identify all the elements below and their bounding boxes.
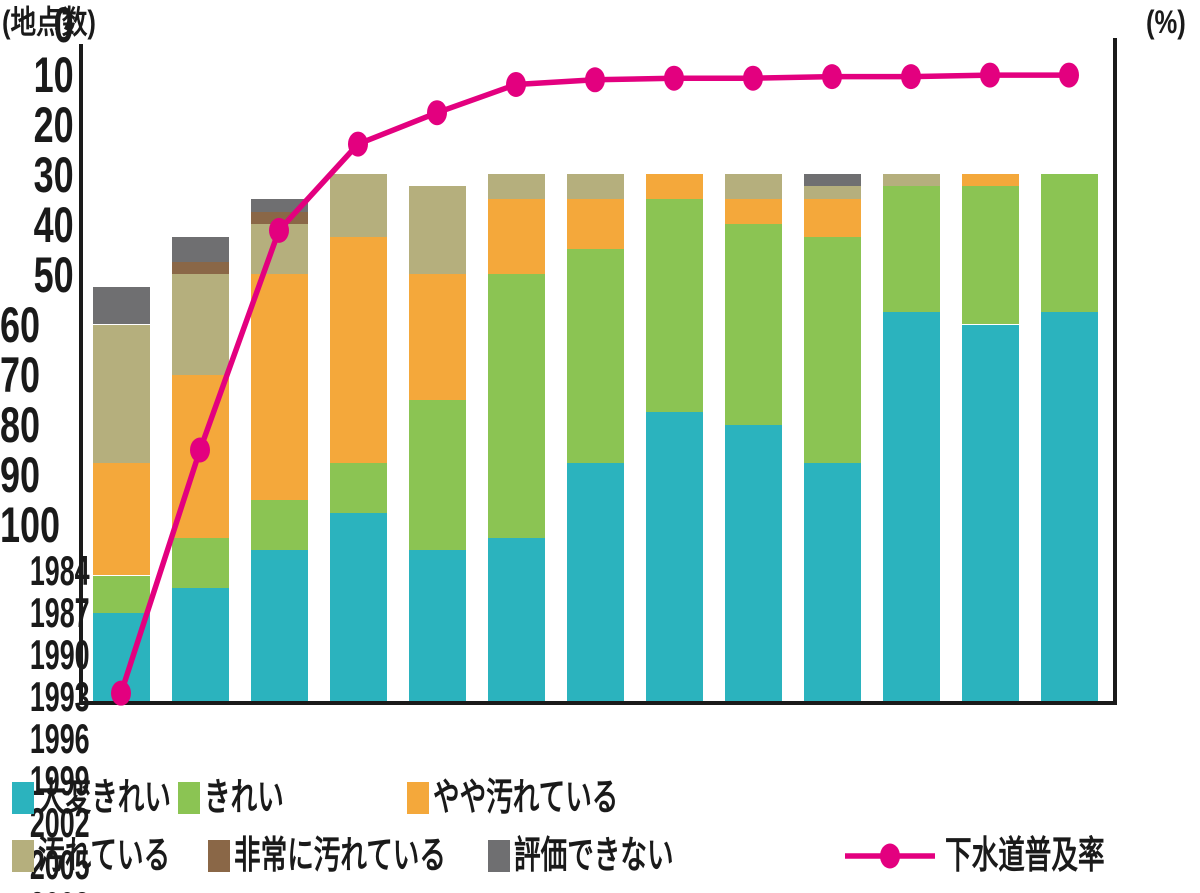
legend-label-sewer-rate: 下水道普及率 xyxy=(945,835,1105,877)
legend-line-sample xyxy=(845,843,935,869)
right-axis-line xyxy=(1113,38,1117,705)
legend-swatch-very-clean xyxy=(12,782,34,814)
left-axis-tick-label: 0 xyxy=(53,0,74,53)
x-axis-year-label: 1996 xyxy=(30,715,90,762)
legend-label-not-evaluable: 評価できない xyxy=(514,835,674,877)
legend-swatch-dirty xyxy=(12,840,34,872)
x-axis-year-label: 1987 xyxy=(30,589,90,636)
x-axis-year-label: 1990 xyxy=(30,631,90,678)
left-axis-line xyxy=(79,44,83,705)
x-axis-year-label: 2008 xyxy=(0,886,120,893)
right-axis-title: (%) xyxy=(1146,4,1186,40)
legend-label-slightly-dirty: やや汚れている xyxy=(433,777,619,819)
left-axis-tick-label: 20 xyxy=(33,97,74,153)
legend-label-clean: きれい xyxy=(204,777,284,819)
left-axis-title: (地点数) xyxy=(2,4,96,40)
legend-swatch-very-dirty xyxy=(208,840,230,872)
legend-label-dirty: 汚れている xyxy=(38,835,171,877)
x-axis-year-label: 1984 xyxy=(30,547,90,594)
right-axis-tick-label: 70 xyxy=(0,347,41,403)
x-axis-line xyxy=(79,701,1117,705)
left-axis-tick-label: 30 xyxy=(33,147,74,203)
x-axis-year-label: 1993 xyxy=(30,673,90,720)
legend-swatch-not-evaluable xyxy=(488,840,510,872)
legend-item-sewer-rate: 下水道普及率 xyxy=(845,835,1185,877)
x-axis-year-label: 2005 xyxy=(30,841,90,888)
right-axis-tick-label: 90 xyxy=(0,447,41,503)
x-axis-year-label: 2002 xyxy=(30,799,90,846)
right-axis-tick-label: 100 xyxy=(0,497,61,553)
left-axis-tick-label: 50 xyxy=(33,247,74,303)
left-axis-tick-label: 40 xyxy=(33,197,74,253)
legend-label-very-dirty: 非常に汚れている xyxy=(234,835,447,877)
right-axis-tick-label: 80 xyxy=(0,397,41,453)
legend-swatch-slightly-dirty xyxy=(407,782,429,814)
x-axis-year-label: 1999 xyxy=(30,757,90,804)
left-axis-tick-label: 10 xyxy=(33,47,74,103)
legend-label-very-clean: 大変きれい xyxy=(38,777,172,819)
legend-swatch-clean xyxy=(178,782,200,814)
right-axis-tick-label: 60 xyxy=(0,297,41,353)
